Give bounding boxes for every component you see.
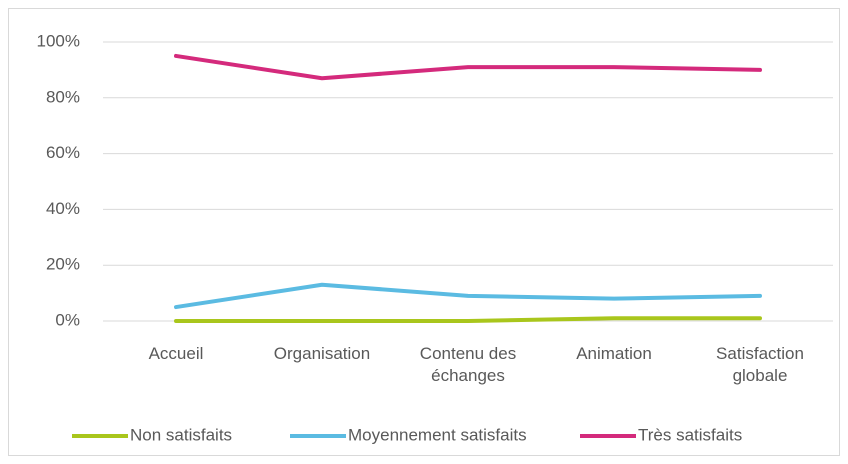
y-tick-label: 40% bbox=[46, 199, 80, 218]
x-tick-label: Satisfaction globale bbox=[716, 344, 804, 385]
x-tick-label: Organisation bbox=[273, 344, 371, 363]
x-tick-label: Contenu des échanges bbox=[419, 344, 517, 385]
legend-label: Moyennement satisfaits bbox=[348, 425, 527, 444]
x-tick-label: Animation bbox=[576, 344, 652, 363]
y-tick-label: 20% bbox=[46, 255, 80, 274]
y-tick-label: 60% bbox=[46, 143, 80, 162]
y-tick-label: 100% bbox=[37, 31, 80, 50]
y-tick-label: 0% bbox=[55, 310, 80, 329]
legend-label: Non satisfaits bbox=[130, 425, 232, 444]
chart-border bbox=[8, 8, 840, 456]
series-line bbox=[174, 316, 762, 323]
series-line bbox=[174, 282, 762, 310]
legend-label: Très satisfaits bbox=[638, 425, 742, 444]
series-line bbox=[174, 53, 762, 81]
x-tick-label: Accueil bbox=[148, 344, 204, 363]
y-tick-label: 80% bbox=[46, 87, 80, 106]
